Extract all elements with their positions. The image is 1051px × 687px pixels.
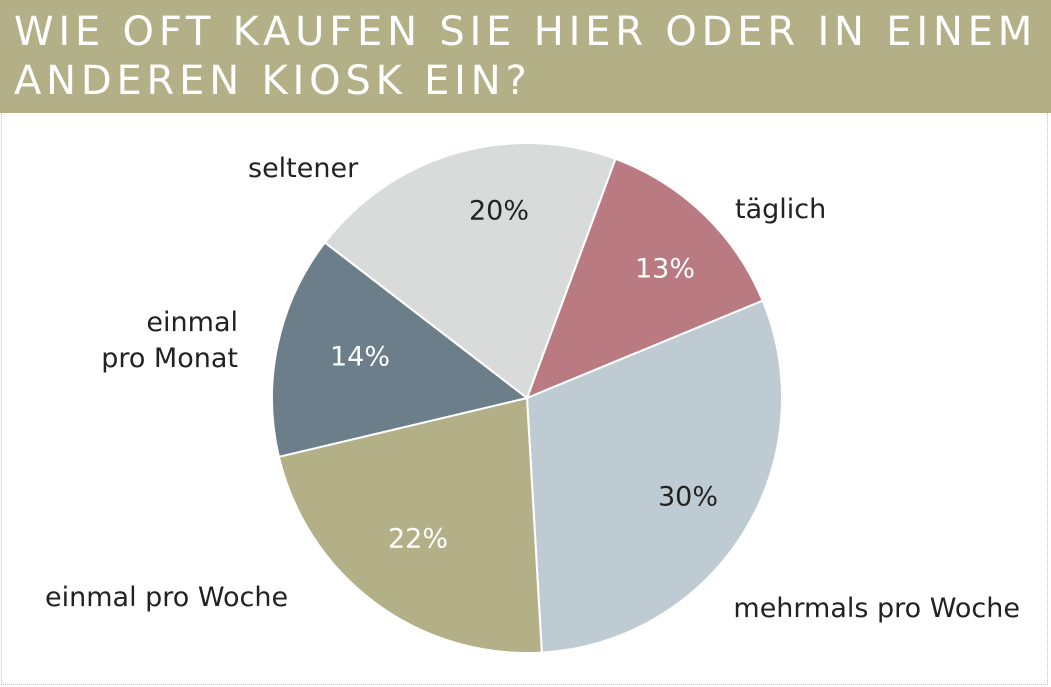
- slice-category-label: mehrmals pro Woche: [733, 593, 1020, 624]
- slice-category-label: einmal pro Monat: [101, 307, 238, 374]
- pie-slice-1: [525, 157, 765, 400]
- title-banner: WIE OFT KAUFEN SIE HIER ODER IN EINEM AN…: [0, 0, 1051, 113]
- chart-title: WIE OFT KAUFEN SIE HIER ODER IN EINEM AN…: [14, 9, 1038, 104]
- slice-value-label: 22%: [388, 524, 448, 555]
- pie-slice-3: [277, 396, 543, 654]
- slice-category-label: einmal pro Woche: [45, 582, 288, 613]
- pie-slice-2: [525, 299, 783, 654]
- plot-area: [1, 113, 1048, 685]
- slice-value-label: 14%: [330, 342, 390, 373]
- slice-value-label: 30%: [658, 482, 718, 513]
- pie-slice-4: [271, 241, 530, 459]
- pie-slice-5: [323, 142, 617, 400]
- slice-value-label: 13%: [635, 254, 695, 285]
- slice-category-label: täglich: [735, 194, 826, 225]
- slice-category-label: seltener: [248, 153, 359, 184]
- slice-value-label: 20%: [469, 196, 529, 227]
